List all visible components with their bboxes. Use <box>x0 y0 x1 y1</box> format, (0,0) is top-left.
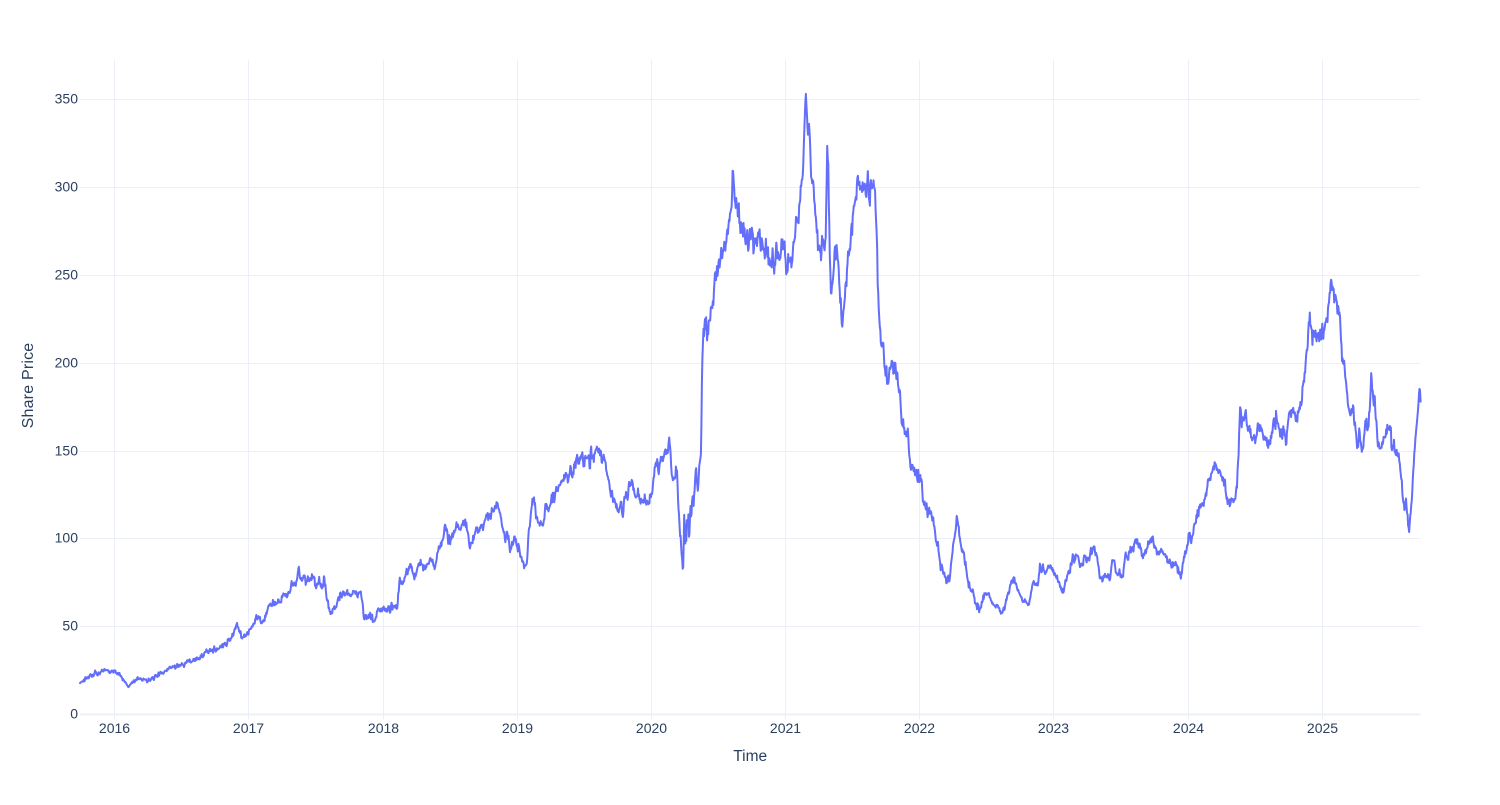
svg-text:2021: 2021 <box>770 720 801 736</box>
svg-text:2020: 2020 <box>636 720 667 736</box>
svg-text:300: 300 <box>55 179 79 195</box>
svg-text:2025: 2025 <box>1307 720 1338 736</box>
svg-text:150: 150 <box>55 443 79 459</box>
svg-text:100: 100 <box>55 530 79 546</box>
svg-text:2023: 2023 <box>1038 720 1069 736</box>
svg-text:2024: 2024 <box>1173 720 1204 736</box>
svg-text:0: 0 <box>70 706 78 722</box>
svg-text:350: 350 <box>55 91 79 107</box>
svg-text:250: 250 <box>55 267 79 283</box>
svg-text:Share Price: Share Price <box>20 343 37 429</box>
svg-text:2019: 2019 <box>502 720 533 736</box>
svg-text:2018: 2018 <box>368 720 399 736</box>
svg-text:2017: 2017 <box>233 720 264 736</box>
svg-text:Time: Time <box>733 748 767 765</box>
svg-text:2016: 2016 <box>99 720 130 736</box>
svg-text:50: 50 <box>62 618 78 634</box>
svg-text:2022: 2022 <box>904 720 935 736</box>
svg-text:200: 200 <box>55 355 79 371</box>
